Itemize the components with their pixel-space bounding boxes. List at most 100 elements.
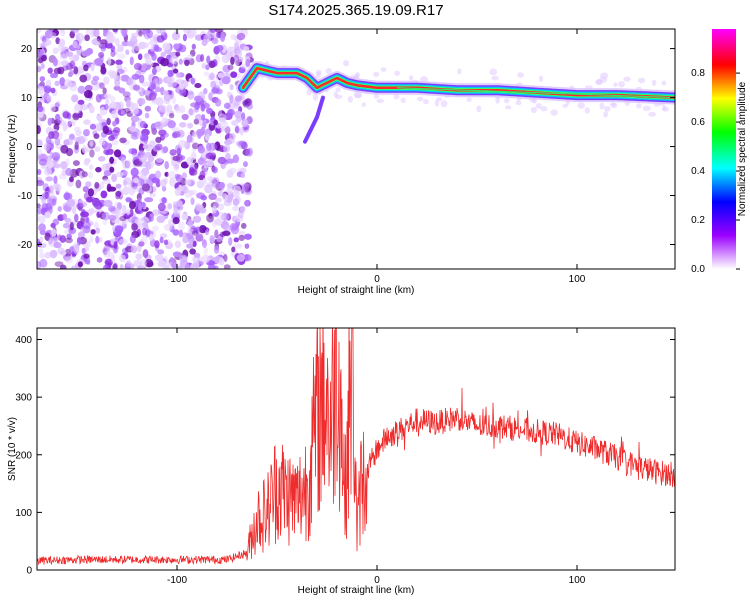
faint-blob bbox=[495, 97, 501, 104]
noise-blob bbox=[141, 216, 150, 222]
noise-blob bbox=[244, 233, 252, 240]
noise-blob bbox=[126, 209, 131, 216]
noise-blob bbox=[214, 98, 222, 107]
noise-blob bbox=[138, 30, 143, 37]
colorbar-ticks: 0.0 0.2 0.4 0.6 0.8 bbox=[691, 68, 740, 275]
spectrogram-y-label: Frequency (Hz) bbox=[7, 115, 18, 184]
noise-blob bbox=[130, 167, 139, 177]
noise-blob bbox=[245, 58, 251, 68]
noise-blob bbox=[193, 95, 203, 103]
noise-blob bbox=[45, 79, 52, 88]
noise-blob bbox=[111, 173, 118, 183]
faint-blob bbox=[584, 107, 591, 114]
noise-blob bbox=[100, 66, 107, 75]
noise-blob bbox=[201, 239, 208, 249]
faint-blob bbox=[373, 71, 380, 77]
faint-blob bbox=[599, 102, 605, 110]
noise-blob bbox=[59, 29, 65, 33]
noise-blob bbox=[207, 176, 214, 182]
noise-blob bbox=[219, 181, 226, 189]
noise-blob bbox=[37, 65, 42, 72]
noise-blob bbox=[178, 87, 187, 97]
noise-blob bbox=[221, 76, 231, 85]
noise-blob bbox=[129, 200, 136, 210]
noise-blob bbox=[119, 254, 126, 263]
noise-blob bbox=[178, 105, 186, 114]
faint-blob bbox=[376, 98, 385, 104]
faint-blob bbox=[434, 99, 440, 107]
noise-blob bbox=[46, 160, 54, 168]
noise-blob bbox=[91, 38, 101, 46]
colorbar-tick-label: 0.8 bbox=[691, 68, 705, 79]
noise-blob bbox=[98, 42, 108, 49]
noise-blob bbox=[151, 225, 160, 232]
noise-blob bbox=[59, 235, 67, 243]
noise-blob bbox=[146, 29, 154, 39]
noise-blob bbox=[69, 221, 74, 231]
noise-blob bbox=[89, 236, 94, 243]
noise-blob bbox=[119, 215, 127, 222]
noise-blob bbox=[84, 147, 91, 153]
noise-blob bbox=[217, 72, 223, 79]
noise-blob bbox=[50, 87, 56, 94]
noise-blob bbox=[200, 54, 205, 62]
noise-blob bbox=[203, 71, 210, 77]
noise-blob bbox=[53, 163, 61, 169]
noise-blob bbox=[234, 110, 243, 119]
noise-blob bbox=[37, 213, 40, 223]
noise-blob bbox=[139, 120, 147, 129]
noise-blob bbox=[84, 84, 93, 91]
noise-blob bbox=[188, 190, 194, 196]
noise-blob bbox=[173, 43, 180, 50]
noise-blob bbox=[137, 202, 143, 211]
noise-blob bbox=[93, 133, 100, 139]
noise-blob bbox=[192, 230, 198, 236]
noise-blob bbox=[222, 64, 231, 73]
noise-blob bbox=[52, 57, 58, 67]
noise-blob bbox=[45, 202, 53, 211]
noise-blob bbox=[72, 160, 80, 167]
y-tick-label: 0 bbox=[26, 566, 32, 577]
noise-blob bbox=[205, 64, 210, 71]
faint-blob bbox=[611, 102, 618, 109]
noise-blob bbox=[112, 29, 118, 33]
faint-blob bbox=[325, 67, 332, 75]
faint-blob bbox=[440, 100, 448, 108]
noise-blob bbox=[238, 56, 244, 63]
noise-blob bbox=[192, 260, 200, 269]
noise-blob bbox=[44, 191, 49, 199]
noise-blob bbox=[192, 240, 197, 248]
noise-blob bbox=[69, 69, 75, 76]
noise-blob bbox=[43, 85, 52, 94]
noise-blob bbox=[76, 47, 83, 56]
y-tick-label: 10 bbox=[21, 93, 33, 104]
noise-blob bbox=[126, 260, 132, 268]
noise-blob bbox=[245, 148, 253, 157]
noise-blob bbox=[129, 56, 134, 66]
noise-blob bbox=[40, 63, 45, 70]
noise-blob bbox=[39, 76, 46, 82]
noise-blob bbox=[192, 143, 197, 153]
noise-blob bbox=[213, 182, 222, 190]
noise-blob bbox=[187, 53, 193, 60]
noise-blob bbox=[219, 231, 226, 238]
noise-blob bbox=[159, 29, 166, 36]
noise-blob bbox=[76, 220, 84, 230]
y-tick-label: 20 bbox=[21, 44, 33, 55]
noise-blob bbox=[186, 156, 194, 166]
noise-blob bbox=[138, 241, 145, 247]
noise-blob bbox=[218, 257, 225, 266]
noise-blob bbox=[204, 133, 210, 141]
faint-blob bbox=[604, 105, 611, 112]
noise-blob bbox=[132, 186, 139, 193]
faint-blob bbox=[562, 103, 568, 108]
noise-blob bbox=[115, 209, 122, 217]
noise-blob bbox=[178, 139, 187, 148]
noise-blob bbox=[73, 66, 79, 75]
noise-blob bbox=[230, 34, 237, 40]
faint-blob bbox=[600, 72, 609, 79]
noise-blob bbox=[131, 223, 138, 232]
noise-blob bbox=[181, 113, 189, 121]
noise-blob bbox=[226, 169, 234, 178]
